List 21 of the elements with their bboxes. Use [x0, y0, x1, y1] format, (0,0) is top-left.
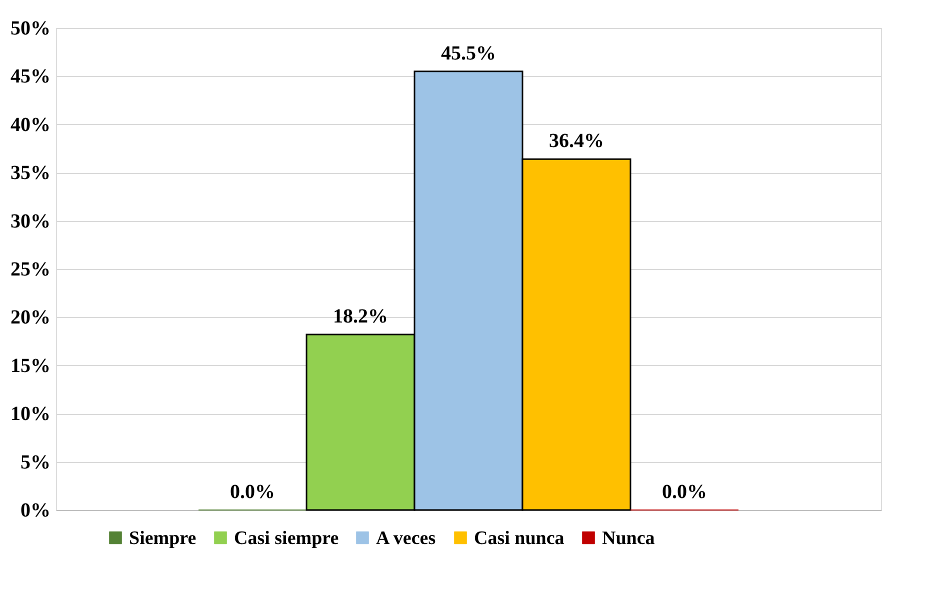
- legend-label: Casi nunca: [474, 528, 565, 549]
- y-tick-label: 40%: [10, 114, 50, 136]
- y-tick-label: 15%: [10, 354, 50, 377]
- legend-label: Siempre: [129, 528, 196, 549]
- y-tick-label: 20%: [10, 306, 50, 329]
- y-tick-label: 25%: [10, 258, 50, 280]
- y-tick-label: 35%: [10, 162, 50, 184]
- y-tick-label: 30%: [10, 210, 50, 232]
- data-label: 45.5%: [441, 42, 496, 64]
- data-label: 18.2%: [333, 306, 388, 328]
- y-tick-label: 5%: [20, 451, 50, 474]
- legend-label: A veces: [376, 528, 436, 549]
- y-tick-label: 45%: [10, 66, 50, 88]
- y-tick-label: 10%: [10, 403, 50, 426]
- data-label: 36.4%: [548, 130, 604, 152]
- legend-label: Casi siempre: [234, 528, 339, 549]
- y-tick-label: 0%: [20, 500, 50, 522]
- data-label: 0.0%: [662, 481, 707, 503]
- y-tick-label: 50%: [10, 18, 50, 40]
- data-label: 0.0%: [230, 481, 276, 503]
- legend-label: Nunca: [602, 528, 656, 549]
